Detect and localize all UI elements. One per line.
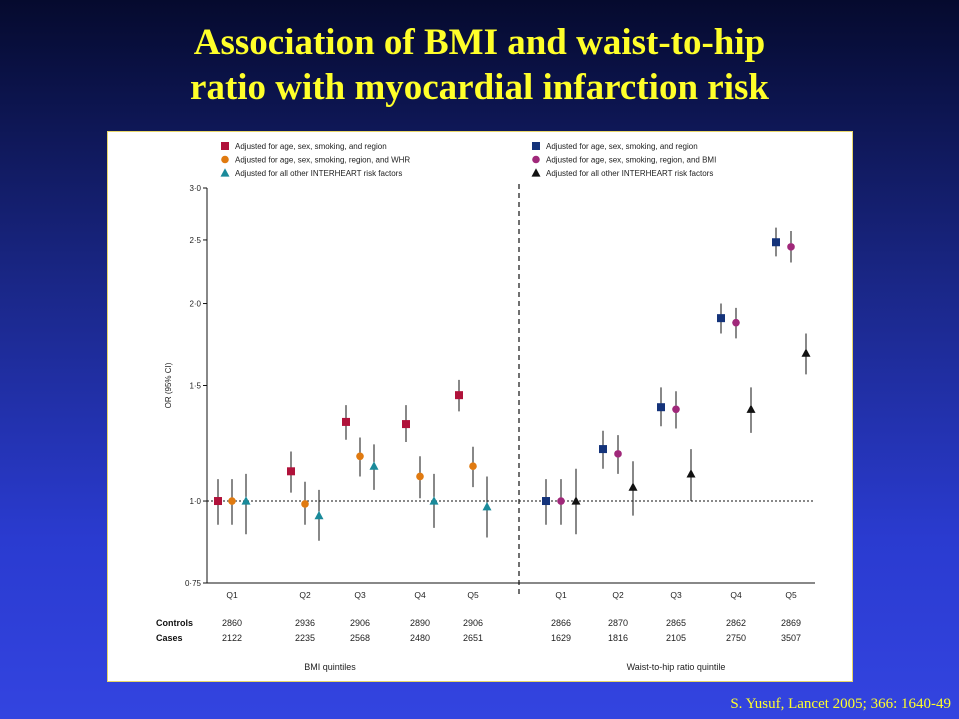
cases-count: 2480 bbox=[410, 633, 430, 643]
forest-plot: 0·75 1·0 1·5 2·0 2·5 3·0 OR (95% CI) Controls Ca… bbox=[156, 142, 815, 672]
x-tick-label: Q5 bbox=[785, 590, 797, 600]
y-tick-label: 2·5 bbox=[189, 236, 201, 245]
data-point-0-1-1 bbox=[301, 500, 309, 508]
y-tick-label: 3·0 bbox=[189, 184, 201, 193]
data-point-0-0-0 bbox=[214, 497, 222, 506]
chart-panel: 0·75 1·0 1·5 2·0 2·5 3·0 OR (95% CI) Controls Ca… bbox=[107, 131, 853, 682]
data-point-1-1-3 bbox=[732, 318, 740, 327]
data-point-1-0-1 bbox=[599, 445, 607, 454]
data-point-0-2-1 bbox=[314, 510, 324, 520]
data-point-1-1-4 bbox=[787, 243, 795, 251]
controls-count: 2906 bbox=[350, 618, 370, 628]
legend-marker-0-2 bbox=[220, 168, 230, 177]
legend-label: Adjusted for age, sex, smoking, region, … bbox=[235, 156, 410, 165]
x-tick-label: Q4 bbox=[730, 590, 742, 600]
legend-label: Adjusted for age, sex, smoking, and regi… bbox=[546, 142, 698, 151]
x-tick-label: Q2 bbox=[612, 590, 624, 600]
data-point-0-2-4 bbox=[482, 501, 492, 511]
data-point-0-1-0 bbox=[228, 497, 236, 505]
data-point-1-2-2 bbox=[686, 469, 696, 478]
data-point-1-0-4 bbox=[772, 238, 780, 247]
data-point-0-0-3 bbox=[402, 420, 410, 429]
slide-title-line-2: ratio with myocardial infarction risk bbox=[190, 67, 769, 108]
x-tick-label: Q1 bbox=[555, 590, 567, 600]
controls-count: 2870 bbox=[608, 618, 628, 628]
data-point-1-2-4 bbox=[801, 348, 811, 357]
data-point-1-2-1 bbox=[628, 482, 638, 491]
legend-label: Adjusted for all other INTERHEART risk f… bbox=[546, 169, 713, 178]
controls-count: 2906 bbox=[463, 618, 483, 628]
data-point-0-0-4 bbox=[455, 391, 463, 400]
legend-label: Adjusted for age, sex, smoking, and regi… bbox=[235, 142, 387, 151]
controls-count: 2862 bbox=[726, 618, 746, 628]
controls-count: 2865 bbox=[666, 618, 686, 628]
legend-marker-1-0 bbox=[532, 142, 540, 150]
x-tick-label: Q1 bbox=[226, 590, 238, 600]
legend-marker-1-1 bbox=[532, 155, 540, 164]
x-tick-label: Q3 bbox=[354, 590, 366, 600]
legend-label: Adjusted for all other INTERHEART risk f… bbox=[235, 169, 402, 178]
row-label-cases: Cases bbox=[156, 633, 183, 643]
data-point-1-1-1 bbox=[614, 450, 622, 458]
cases-count: 2651 bbox=[463, 633, 483, 643]
data-point-0-2-2 bbox=[369, 461, 379, 470]
cases-count: 1816 bbox=[608, 633, 628, 643]
y-tick-label: 0·75 bbox=[185, 579, 202, 588]
data-point-1-0-2 bbox=[657, 403, 665, 412]
cases-count: 2105 bbox=[666, 633, 686, 643]
cases-count: 1629 bbox=[551, 633, 571, 643]
slide-title: Association of BMI and waist-to-hip rati… bbox=[0, 20, 959, 110]
controls-count: 2890 bbox=[410, 618, 430, 628]
controls-count: 2860 bbox=[222, 618, 242, 628]
cases-count: 2122 bbox=[222, 633, 242, 643]
data-point-1-0-0 bbox=[542, 497, 550, 506]
legend-marker-0-1 bbox=[221, 155, 229, 164]
y-tick-label: 1·5 bbox=[189, 382, 201, 391]
controls-count: 2869 bbox=[781, 618, 801, 628]
data-point-1-2-0 bbox=[571, 496, 581, 505]
data-point-0-2-0 bbox=[241, 496, 251, 505]
controls-count: 2936 bbox=[295, 618, 315, 628]
x-tick-label: Q2 bbox=[299, 590, 311, 600]
cases-count: 2568 bbox=[350, 633, 370, 643]
data-point-0-0-1 bbox=[287, 467, 295, 476]
data-point-1-1-0 bbox=[557, 497, 565, 505]
data-point-0-1-2 bbox=[356, 452, 364, 461]
x-tick-label: Q3 bbox=[670, 590, 682, 600]
data-point-0-1-4 bbox=[469, 462, 477, 471]
legend-marker-1-2 bbox=[531, 168, 541, 177]
row-label-controls: Controls bbox=[156, 618, 193, 628]
cases-count: 2235 bbox=[295, 633, 315, 643]
y-tick-label: 1·0 bbox=[189, 497, 201, 506]
cases-count: 2750 bbox=[726, 633, 746, 643]
y-axis-label: OR (95% CI) bbox=[164, 362, 173, 408]
x-axis-label: BMI quintiles bbox=[304, 662, 356, 672]
slide-title-line-1: Association of BMI and waist-to-hip bbox=[193, 22, 766, 63]
data-point-1-2-3 bbox=[746, 404, 756, 413]
data-point-0-0-2 bbox=[342, 417, 350, 426]
controls-count: 2866 bbox=[551, 618, 571, 628]
data-point-1-0-3 bbox=[717, 314, 725, 323]
cases-count: 3507 bbox=[781, 633, 801, 643]
data-point-1-1-2 bbox=[672, 405, 680, 414]
x-axis-label: Waist-to-hip ratio quintile bbox=[627, 662, 726, 672]
x-tick-label: Q5 bbox=[467, 590, 479, 600]
data-point-0-1-3 bbox=[416, 472, 424, 481]
y-tick-label: 2·0 bbox=[189, 300, 201, 309]
x-tick-label: Q4 bbox=[414, 590, 426, 600]
data-point-0-2-3 bbox=[429, 496, 439, 505]
citation: S. Yusuf, Lancet 2005; 366: 1640-49 bbox=[730, 696, 951, 712]
legend-label: Adjusted for age, sex, smoking, region, … bbox=[546, 156, 716, 165]
legend-marker-0-0 bbox=[221, 142, 229, 150]
